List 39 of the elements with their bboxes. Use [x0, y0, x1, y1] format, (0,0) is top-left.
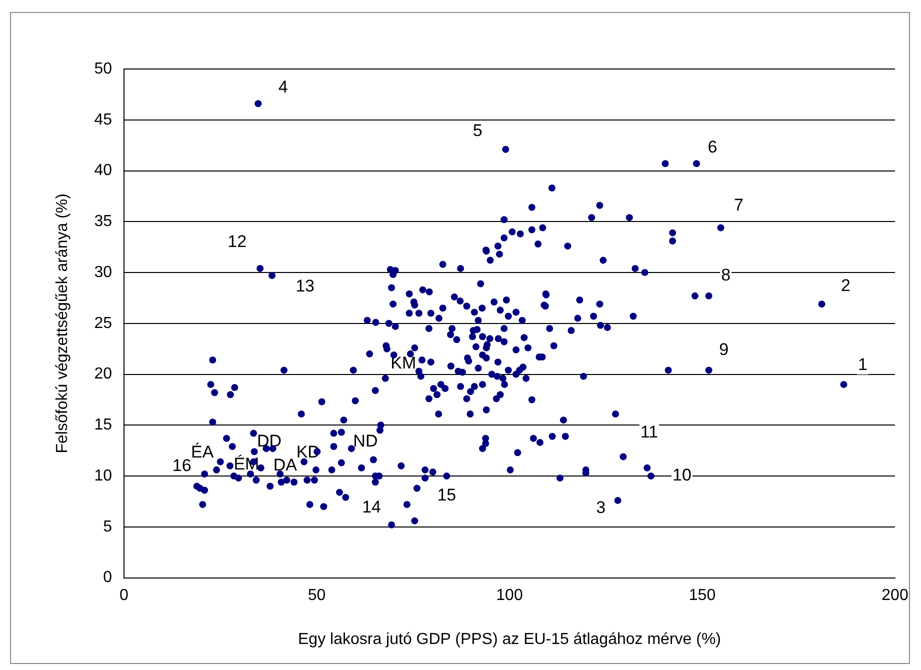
annotation: 9: [719, 340, 729, 359]
y-tick-label: 45: [94, 111, 112, 128]
annotation: DA: [273, 456, 298, 475]
annotation: 14: [362, 498, 381, 517]
y-tick-label: 15: [94, 416, 112, 434]
y-tick-label: 20: [94, 366, 112, 383]
annotation: 10: [672, 466, 692, 485]
x-tick-label: 150: [688, 587, 716, 604]
annotation: 3: [596, 498, 606, 518]
annotation: 7: [734, 195, 744, 214]
annotation: 1: [858, 355, 868, 374]
annotation: 5: [472, 121, 482, 140]
annotation: 8: [721, 266, 731, 285]
y-tick-label: 35: [94, 213, 112, 230]
annotation: 15: [437, 486, 456, 505]
x-tick-label: 50: [308, 587, 326, 604]
x-tick-label: 0: [120, 587, 129, 604]
annotation: ÉA: [191, 442, 214, 462]
x-tick-label: 100: [496, 587, 523, 604]
annotation: DD: [256, 431, 282, 450]
y-axis-title: Felsőfokú végzettségűek aránya (%): [54, 194, 72, 454]
annotation: 16: [172, 456, 192, 475]
y-tick-label: 30: [94, 264, 112, 281]
x-tick-label: 200: [882, 587, 908, 604]
annotation: 2: [841, 276, 850, 295]
y-tick-label: 10: [94, 467, 112, 484]
annotation: 6: [708, 137, 718, 156]
annotation: 11: [640, 422, 658, 442]
y-tick-label: 25: [94, 314, 112, 332]
y-tick-label: 0: [103, 569, 112, 586]
annotation: 4: [278, 77, 288, 96]
y-tick-label: 50: [94, 60, 112, 78]
annotation: 12: [228, 232, 247, 252]
y-tick-label: 40: [94, 162, 112, 180]
x-axis-title: Egy lakosra jutó GDP (PPS) az EU-15 átlagához mérve (%): [298, 630, 721, 648]
annotation: ND: [353, 431, 378, 450]
annotation: KM: [390, 354, 416, 373]
y-tick-label: 5: [103, 518, 112, 536]
annotation: 13: [296, 276, 314, 296]
